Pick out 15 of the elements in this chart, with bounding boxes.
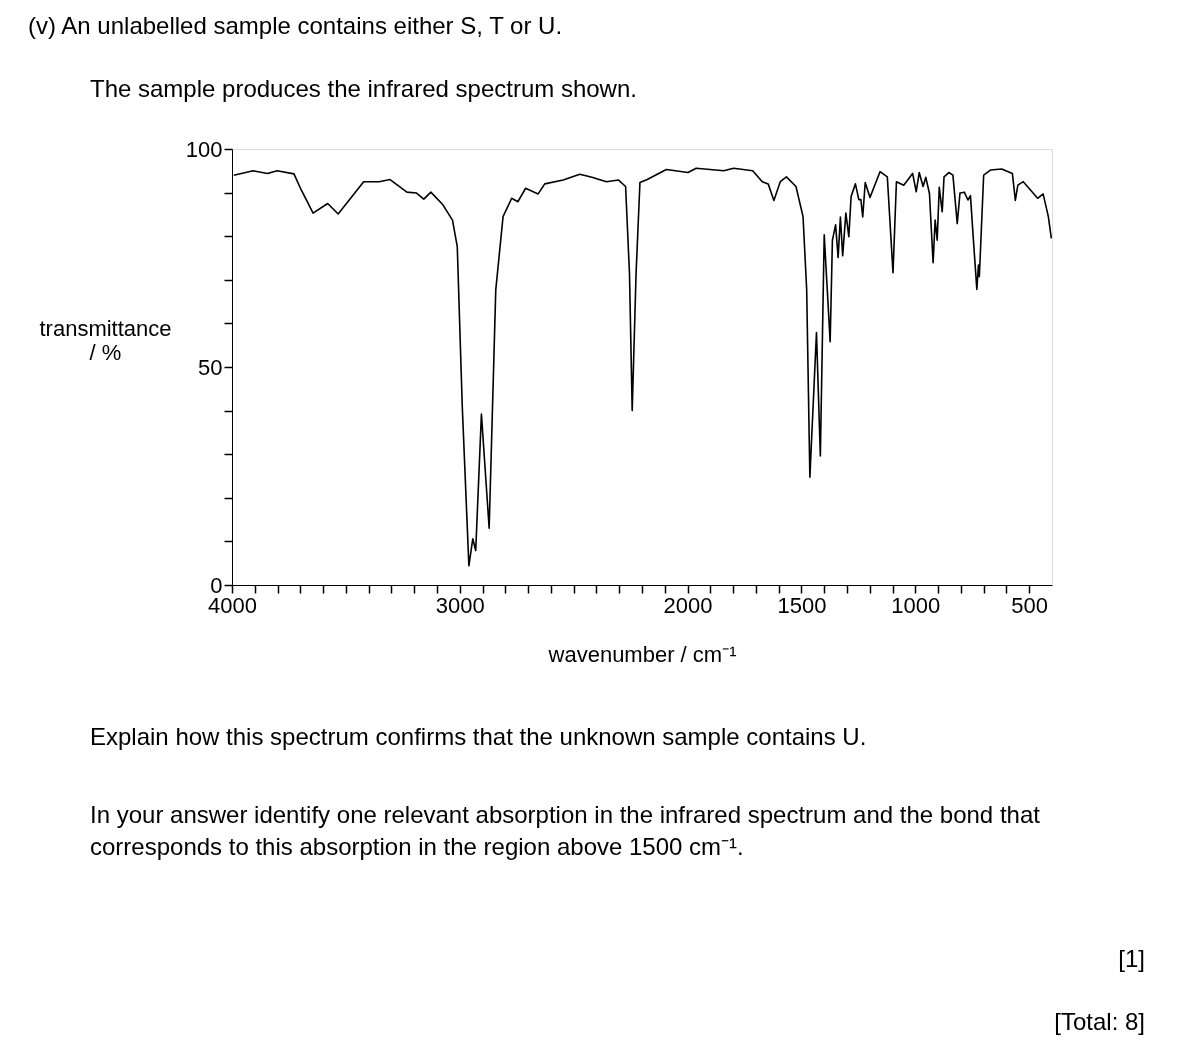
x-tick-label: 2000: [663, 592, 713, 618]
x-axis-title: wavenumber / cm⁻¹: [547, 641, 737, 667]
chart-title: (v) An unlabelled sample contains either S, T or U.: [28, 12, 563, 39]
x-tick-label: 1000: [891, 592, 941, 618]
text: [Total: 8]: [1054, 1008, 1145, 1035]
text: [1]: [1118, 945, 1145, 972]
text: Explain how this spectrum confirms that the unknown sample contains U.: [90, 723, 867, 750]
x-tick-label: 3000: [435, 592, 485, 618]
chart-subtitle: The sample produces the infrared spectrum shown.: [90, 75, 637, 102]
y-axis-title: transmittance / %: [39, 315, 172, 365]
x-tick-label: 500: [1011, 592, 1049, 618]
y-tick-label: 100: [185, 136, 223, 162]
text: In your answer identify one relevant absorption in the infrared spectrum and the bond that corresponds to this absorption in the region above 1500 cm⁻¹.: [90, 801, 1041, 860]
x-tick-label: 1500: [777, 592, 827, 618]
y-tick-label: 50: [198, 354, 223, 380]
